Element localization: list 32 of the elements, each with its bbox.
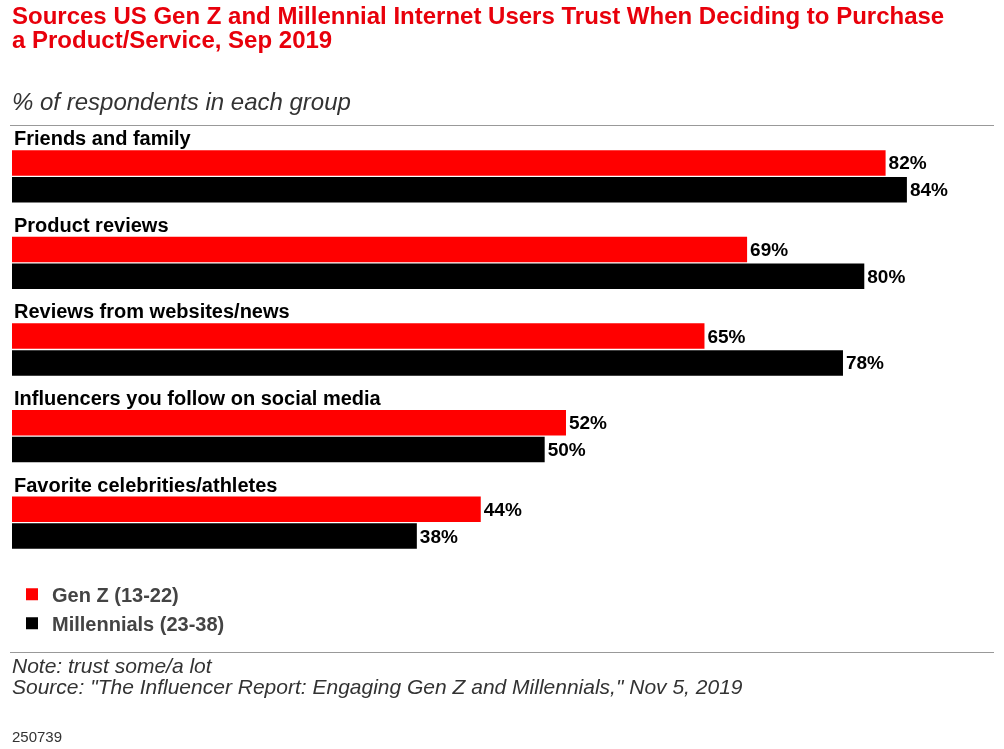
bar: [12, 523, 417, 549]
bar: [12, 350, 843, 376]
data-label: 80%: [867, 265, 906, 287]
bar: [12, 436, 545, 463]
y-tick-label: Friends and family: [14, 127, 192, 149]
chart-title: Sources US Gen Z and Millennial Internet Users Trust When Deciding to Purchase a Product/Service, Sep 2019: [12, 2, 946, 53]
data-label: 78%: [845, 352, 885, 374]
data-label: 84%: [909, 179, 949, 201]
text: 250739: [12, 728, 63, 745]
bar: [12, 409, 566, 436]
data-label: 50%: [547, 439, 586, 461]
bar: [12, 323, 705, 349]
bar: [12, 176, 907, 203]
bar: [12, 263, 865, 290]
data-label: 52%: [568, 412, 608, 434]
data-label: 69%: [750, 238, 789, 260]
bar: [12, 150, 886, 176]
data-label: 38%: [419, 525, 458, 547]
data-label: 82%: [888, 152, 927, 174]
source-note: Source: "The Influencer Report: Engaging Gen Z and Millennials," Nov 5, 2019: [12, 675, 743, 698]
chart-subtitle: % of respondents in each group: [12, 88, 351, 116]
legend-label: Millennials (23-38): [52, 612, 225, 635]
y-tick-label: Influencers you follow on social media: [14, 387, 382, 409]
data-label: 44%: [483, 498, 522, 520]
y-tick-label: Product reviews: [14, 214, 169, 236]
data-label: 65%: [707, 325, 746, 347]
bar: [12, 496, 481, 523]
text: Note: trust some/a lot: [12, 654, 212, 677]
bar: [12, 236, 748, 263]
y-tick-label: Reviews from websites/news: [14, 300, 290, 322]
legend-label: Gen Z (13-22): [52, 583, 179, 606]
y-tick-label: Favorite celebrities/athletes: [14, 474, 278, 496]
